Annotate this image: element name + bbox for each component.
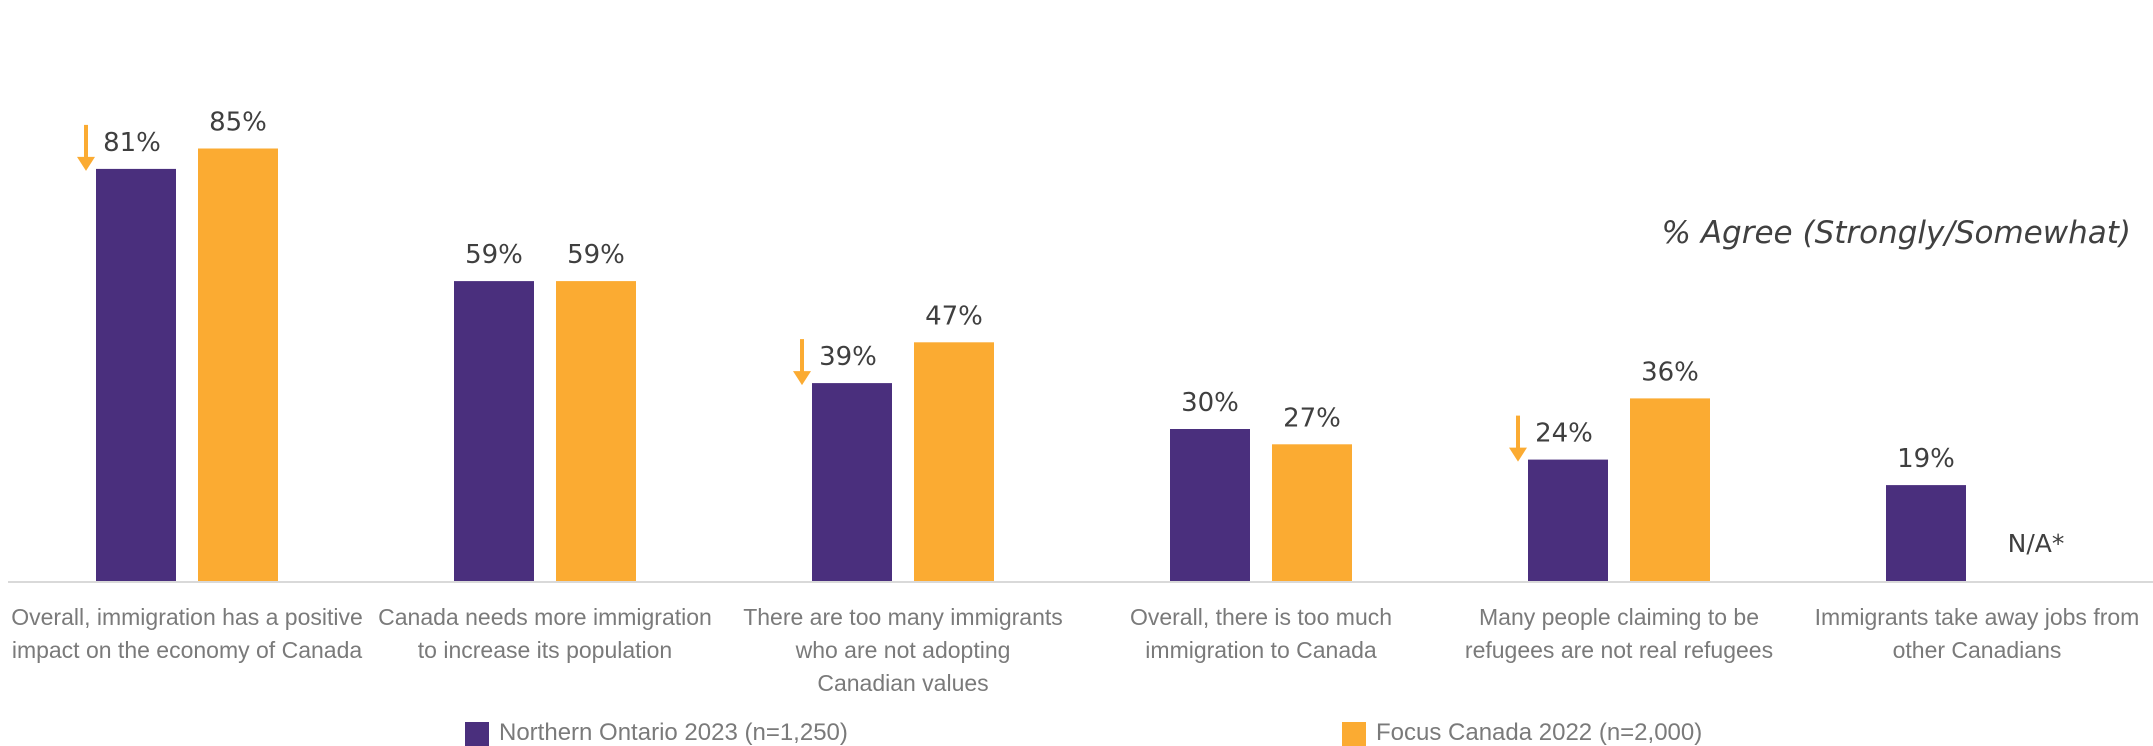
category-label-4: Overall, there is too much immigration to…	[1130, 604, 1392, 663]
legend-label-focus-canada: Focus Canada 2022 (n=2,000)	[1376, 719, 1702, 746]
chart-annotation: % Agree (Strongly/Somewhat)	[1662, 215, 2131, 251]
legend-swatch-focus-canada	[1342, 722, 1366, 746]
value-labels-layer: 81% 85% 59% 59% 39% 47% 30% 27% 24% 36% 19% N/A*	[103, 108, 2064, 559]
legend-label-northern-ontario: Northern Ontario 2023 (n=1,250)	[499, 719, 848, 746]
bar-focus-canada-1	[198, 148, 278, 582]
value-label-northern-ontario-1: 81%	[103, 128, 161, 158]
value-label-focus-canada-2: 59%	[567, 240, 625, 270]
bar-northern-ontario-6	[1886, 485, 1966, 582]
bar-northern-ontario-3	[812, 383, 892, 582]
value-label-focus-canada-1: 85%	[209, 108, 267, 138]
bar-northern-ontario-2	[454, 281, 534, 582]
category-label-5: Many people claiming to be refugees are n…	[1465, 604, 1773, 663]
value-label-northern-ontario-3: 39%	[819, 342, 877, 372]
down-arrows-layer	[77, 124, 1527, 462]
category-label-3: There are too many immigrants who are not…	[743, 604, 1063, 696]
bar-focus-canada-3	[914, 342, 994, 582]
value-label-focus-canada-5: 36%	[1641, 357, 1699, 387]
bar-northern-ontario-5	[1528, 459, 1608, 582]
category-label-1: Overall, immigration has a positive impac…	[11, 604, 363, 663]
bar-northern-ontario-1	[96, 168, 176, 582]
bar-focus-canada-4	[1272, 444, 1352, 582]
down-arrow-icon	[77, 124, 95, 171]
bar-focus-canada-5	[1630, 398, 1710, 582]
down-arrow-icon	[1509, 415, 1527, 462]
legend-swatch-northern-ontario	[465, 722, 489, 746]
value-label-focus-canada-4: 27%	[1283, 403, 1341, 433]
down-arrow-icon	[793, 339, 811, 386]
bar-focus-canada-2	[556, 281, 636, 582]
value-label-focus-canada-3: 47%	[925, 301, 983, 331]
category-label-2: Canada needs more immigration to increase…	[378, 604, 712, 663]
value-label-northern-ontario-5: 24%	[1535, 419, 1593, 449]
bars-layer	[96, 148, 1966, 582]
value-label-northern-ontario-4: 30%	[1181, 388, 1239, 418]
value-label-northern-ontario-6: 19%	[1897, 444, 1955, 474]
legend: Northern Ontario 2023 (n=1,250) Focus Ca…	[465, 719, 1702, 746]
value-label-northern-ontario-2: 59%	[465, 240, 523, 270]
category-label-6: Immigrants take away jobs from other Cana…	[1815, 604, 2140, 663]
bar-northern-ontario-4	[1170, 429, 1250, 582]
value-label-focus-canada-6-na: N/A*	[2008, 529, 2065, 558]
category-labels-layer: Overall, immigration has a positive impac…	[11, 604, 2139, 696]
